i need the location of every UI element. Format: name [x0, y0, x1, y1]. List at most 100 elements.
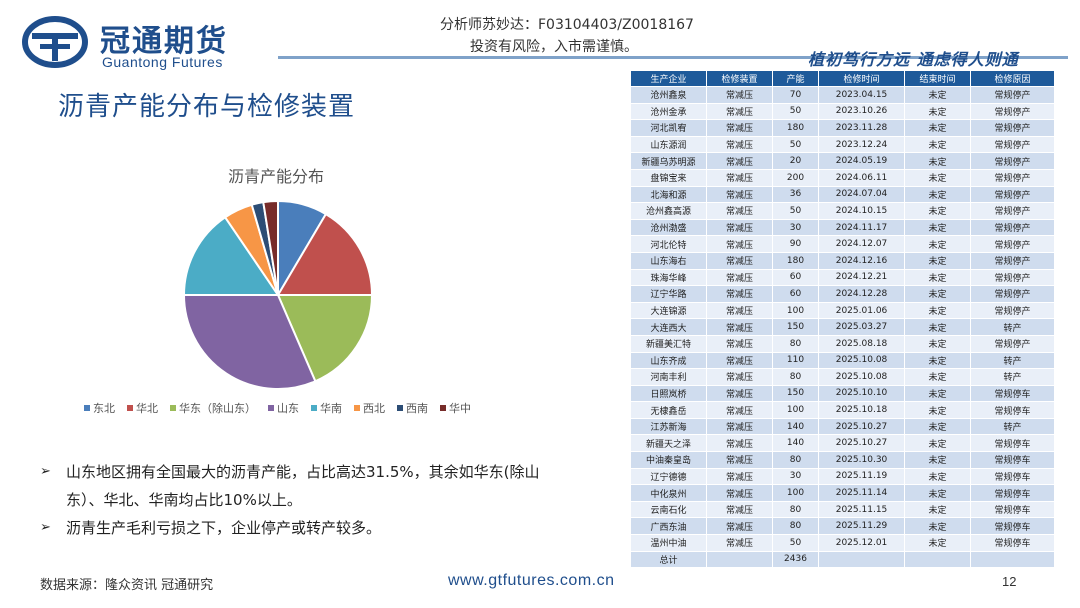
table-cell: 未定: [904, 517, 971, 536]
table-cell: 36: [772, 185, 819, 204]
table-cell: 北海和源: [630, 185, 707, 204]
table-cell: 未定: [904, 484, 971, 502]
table-row: 河南丰利 常减压 80 2025.10.08 未定 转产: [630, 368, 1055, 386]
table-cell: 常减压: [706, 218, 773, 237]
table-cell: 2025.11.15: [818, 500, 905, 519]
table-cell: 20: [772, 152, 819, 170]
bullet-text: 山东地区拥有全国最大的沥青产能，占比高达31.5%，其余如华东(除山东）、华北、…: [66, 463, 540, 509]
table-cell: 60: [772, 285, 819, 303]
table-row: 河北伦特 常减压 90 2024.12.07 未定 常规停产: [630, 235, 1055, 253]
table-cell: 常减压: [706, 202, 773, 220]
column-header: 检修原因: [970, 70, 1055, 87]
table-cell: 未定: [904, 168, 971, 187]
pie-slices: [182, 199, 374, 390]
legend-swatch-2: [170, 405, 176, 411]
table-row: 盘锦宝来 常减压 200 2024.06.11 未定 常规停产: [630, 168, 1055, 187]
table-cell: 常规停产: [970, 102, 1055, 121]
legend-label-7: 华中: [449, 401, 471, 415]
table-cell: 常规停产: [970, 119, 1055, 137]
table-cell: 山东源润: [630, 135, 707, 154]
table-cell: 常规停产: [970, 86, 1055, 104]
table-cell: 沧州渤盛: [630, 218, 707, 237]
table-cell: 常规停产: [970, 334, 1055, 353]
company-motto: 植初笃行方远 通虑得人则通: [808, 50, 1019, 69]
table-cell: 转产: [970, 351, 1055, 370]
maintenance-table-container: 生产企业 检修装置 产能 检修时间 结束时间 检修原因 沧州鑫泉 常减压 70 2023.04.…: [630, 70, 1055, 570]
column-header: 结束时间: [904, 70, 971, 87]
table-cell: 山东齐成: [630, 351, 707, 370]
pie-slice-2: [276, 294, 374, 383]
table-row: 广西东油 常减压 80 2025.11.29 未定 常规停车: [630, 517, 1055, 536]
table-cell: 未定: [904, 368, 971, 386]
legend-label-1: 华北: [136, 401, 158, 415]
legend-label-6: 西南: [406, 402, 428, 415]
bullet-item: ➢ 沥青生产毛利亏损之下，企业停产或转产较多。: [40, 514, 560, 542]
table-cell: 常规停产: [970, 168, 1055, 187]
table-row: 中油秦皇岛 常减压 80 2025.10.30 未定 常规停车: [630, 451, 1055, 469]
table-cell: 未定: [904, 318, 971, 336]
table-cell: 沧州鑫高源: [630, 202, 707, 220]
risk-warning: 投资有风险，入市需谨慎。: [470, 39, 638, 55]
table-cell: 未定: [904, 202, 971, 220]
table-cell: 常规停车: [970, 500, 1055, 519]
website-link[interactable]: www.gtfutures.com.cn: [448, 572, 615, 589]
table-cell: 2025.10.27: [818, 417, 905, 436]
table-cell: 常减压: [706, 102, 773, 121]
column-header: 检修时间: [818, 70, 905, 87]
table-total-row: 总计 2436: [630, 550, 1055, 569]
table-cell: 180: [772, 251, 819, 270]
table-cell: 常减压: [706, 467, 773, 486]
table-row: 珠海华峰 常减压 60 2024.12.21 未定 常规停产: [630, 268, 1055, 287]
analysis-bullets: ➢ 山东地区拥有全国最大的沥青产能，占比高达31.5%，其余如华东(除山东）、华…: [40, 458, 560, 542]
table-cell: 2024.07.04: [818, 185, 905, 204]
table-cell: [706, 550, 773, 569]
table-cell: 常规停车: [970, 434, 1055, 453]
table-row: 北海和源 常减压 36 2024.07.04 未定 常规停产: [630, 185, 1055, 204]
bullet-marker-icon: ➢: [40, 464, 51, 479]
table-cell: 2025.10.08: [818, 368, 905, 386]
table-cell: 常减压: [706, 185, 773, 204]
legend-label-4: 华南: [320, 401, 342, 415]
table-row: 山东齐成 常减压 110 2025.10.08 未定 转产: [630, 351, 1055, 370]
legend-label-2: 华东（除山东）: [179, 401, 256, 415]
table-cell: 未定: [904, 451, 971, 469]
legend-label-5: 西北: [363, 402, 385, 415]
analyst-info: 分析师苏妙达：F03104403/Z0018167: [440, 17, 694, 33]
table-row: 新疆美汇特 常减压 80 2025.08.18 未定 常规停产: [630, 334, 1055, 353]
table-cell: 珠海华峰: [630, 268, 707, 287]
table-body: 沧州鑫泉 常减压 70 2023.04.15 未定 常规停产 沧州金承 常减压 50 2023.1…: [630, 86, 1055, 569]
table-cell: 2024.12.07: [818, 235, 905, 253]
table-cell: 2025.11.14: [818, 484, 905, 502]
table-cell: 150: [772, 318, 819, 336]
legend-swatch-7: [440, 405, 446, 411]
table-cell: 常规停车: [970, 484, 1055, 502]
table-row: 新疆天之泽 常减压 140 2025.10.27 未定 常规停车: [630, 434, 1055, 453]
table-cell: 100: [772, 401, 819, 419]
table-cell: 常减压: [706, 368, 773, 386]
table-cell: [818, 550, 905, 569]
table-cell: 常减压: [706, 417, 773, 436]
table-cell: 常规停车: [970, 467, 1055, 486]
table-cell: 60: [772, 268, 819, 287]
table-cell: 新疆乌苏明源: [630, 152, 707, 170]
table-cell: 未定: [904, 384, 971, 403]
table-row: 沧州鑫高源 常减压 50 2024.10.15 未定 常规停产: [630, 202, 1055, 220]
table-cell: 未定: [904, 268, 971, 287]
table-cell: 50: [772, 135, 819, 154]
table-cell: 河北凯宥: [630, 119, 707, 137]
table-cell: 常减压: [706, 135, 773, 154]
table-cell: 2025.10.27: [818, 434, 905, 453]
table-cell: 未定: [904, 534, 971, 552]
table-cell: 沧州金承: [630, 102, 707, 121]
table-cell: 常规停产: [970, 285, 1055, 303]
table-cell: 河南丰利: [630, 368, 707, 386]
table-cell: 常减压: [706, 285, 773, 303]
table-cell: 140: [772, 417, 819, 436]
brand-name-cn: 冠通期货: [100, 24, 228, 59]
table-cell: 转产: [970, 368, 1055, 386]
table-cell: 未定: [904, 285, 971, 303]
table-cell: 未定: [904, 301, 971, 320]
table-cell: 大连西大: [630, 318, 707, 336]
column-header: 产能: [772, 70, 819, 87]
table-cell: 2024.12.16: [818, 251, 905, 270]
